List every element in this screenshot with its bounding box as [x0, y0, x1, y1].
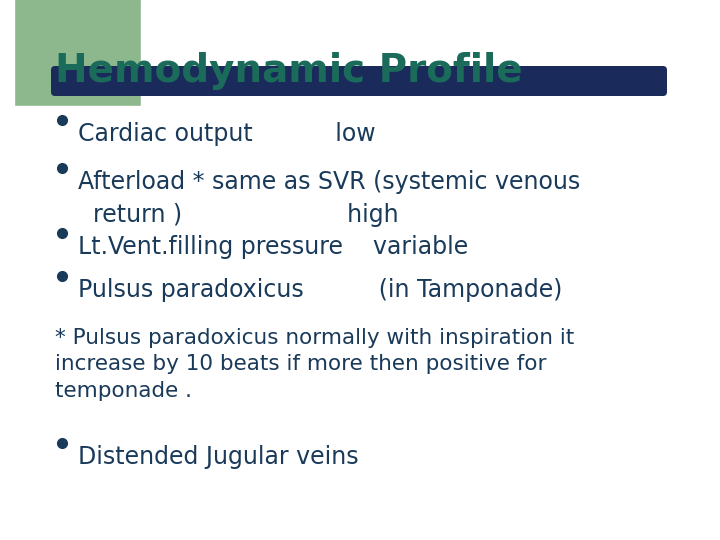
Text: Cardiac output           low: Cardiac output low [78, 122, 376, 146]
Text: * Pulsus paradoxicus normally with inspiration it
increase by 10 beats if more t: * Pulsus paradoxicus normally with inspi… [55, 328, 575, 401]
Bar [0, 0, 14, 106]
FancyBboxPatch shape [0, 0, 169, 134]
Bar [0, 120, 155, 540]
FancyBboxPatch shape [51, 66, 667, 96]
Bar [0, 106, 14, 120]
Text: Afterload * same as SVR (systemic venous
  return )                      high: Afterload * same as SVR (systemic venous… [78, 170, 580, 227]
Bar [0, 106, 141, 120]
Text: Hemodynamic Profile: Hemodynamic Profile [55, 52, 523, 90]
Text: Distended Jugular veins: Distended Jugular veins [78, 445, 359, 469]
Text: Lt.Vent.filling pressure    variable: Lt.Vent.filling pressure variable [78, 235, 468, 259]
Bar [141, 0, 720, 540]
Text: Pulsus paradoxicus          (in Tamponade): Pulsus paradoxicus (in Tamponade) [78, 278, 562, 302]
